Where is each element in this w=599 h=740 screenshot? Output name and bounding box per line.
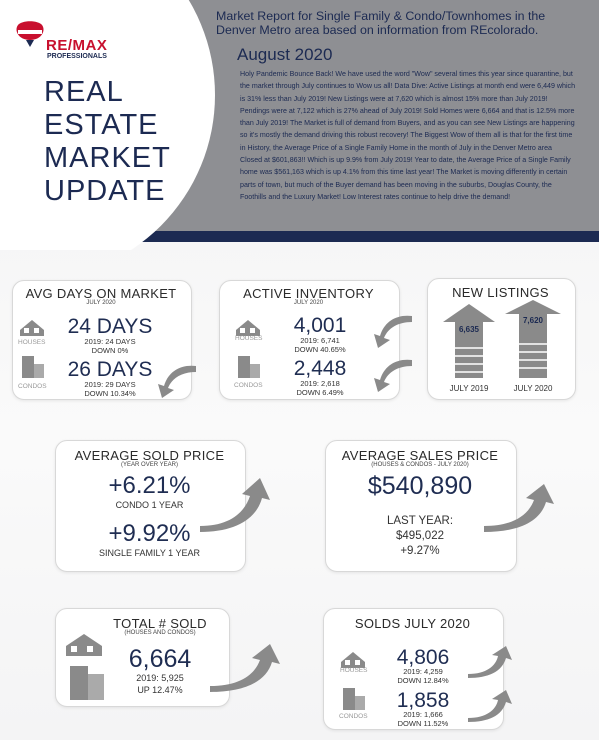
icon-label: HOUSES: [18, 339, 46, 346]
icon-label: CONDOS: [339, 713, 368, 720]
label: LAST YEAR:: [386, 515, 454, 527]
prior: 2019: 2,618: [300, 379, 340, 388]
header-background: [0, 0, 599, 250]
value: $540,890: [367, 472, 473, 500]
arrow: [468, 690, 512, 722]
prior: $495,022: [396, 530, 444, 542]
card-subtitle: JULY 2020: [86, 300, 116, 306]
arrow: [210, 644, 280, 692]
label: JULY 2020: [513, 384, 553, 393]
value: 6,664: [128, 645, 192, 673]
logo: RE/MAX: [46, 37, 108, 54]
title-line: UPDATE: [44, 175, 166, 207]
value: 4,806: [396, 646, 450, 669]
prior: 2019: 29 DAYS: [84, 380, 136, 389]
value: 24 DAYS: [67, 315, 153, 338]
card-subtitle: (HOUSES & CONDOS - JULY 2020): [371, 462, 469, 468]
card-subtitle: (HOUSES AND CONDOS): [124, 630, 196, 636]
change: UP 12.47%: [137, 685, 183, 695]
card-subtitle: JULY 2020: [293, 300, 324, 306]
arrow: [158, 365, 196, 398]
value: 26 DAYS: [67, 358, 153, 381]
value: +9.92%: [108, 520, 191, 547]
card-title: ACTIVE INVENTORY: [243, 286, 374, 301]
arrow: [484, 484, 554, 532]
card: [427, 278, 576, 400]
card: [325, 440, 517, 572]
card-title: AVERAGE SALES PRICE: [341, 448, 499, 463]
value: 1,858: [396, 689, 450, 712]
intro: Market Report for Single Family & Condo/…: [216, 9, 546, 37]
prior: 2019: 5,925: [136, 673, 184, 683]
card: [12, 280, 192, 400]
arrows: [443, 300, 561, 378]
card: [55, 440, 246, 572]
title-line: ESTATE: [44, 109, 159, 141]
prior: 2019: 6,741: [300, 336, 340, 345]
month: August 2020: [237, 45, 333, 64]
icons: [66, 634, 104, 700]
change: +9.27%: [400, 545, 440, 557]
value: +6.21%: [108, 472, 191, 499]
title-line: REAL: [44, 76, 124, 108]
card-title: TOTAL # SOLD: [113, 616, 207, 631]
value: 4,001: [293, 314, 347, 337]
card-subtitle: (YEAR OVER YEAR): [121, 462, 178, 468]
card-title: SOLDS JULY 2020: [354, 616, 471, 631]
icons: [236, 320, 260, 378]
icon-label: CONDOS: [18, 383, 47, 390]
arrow: [200, 478, 270, 532]
body-text: Holy Pandemic Bounce Back! We have used …: [240, 70, 576, 201]
change: DOWN 12.84%: [397, 676, 449, 685]
arrow: [468, 646, 512, 678]
prior: 2019: 4,259: [403, 667, 443, 676]
card: [219, 280, 400, 400]
change: DOWN 10.34%: [84, 389, 136, 398]
arrow: [374, 359, 412, 392]
label: SINGLE FAMILY 1 YEAR: [98, 548, 201, 558]
change: DOWN 6.49%: [296, 388, 344, 397]
card-title: AVG DAYS ON MARKET: [25, 286, 177, 301]
logo-subtitle: PROFESSIONALS: [47, 53, 107, 60]
icons: [341, 652, 365, 710]
prior: 2019: 1,666: [403, 710, 443, 719]
arrow: [374, 315, 412, 348]
label: JULY 2019: [449, 384, 489, 393]
icons: [20, 320, 44, 378]
change: DOWN 40.65%: [294, 345, 346, 354]
icon-label: HOUSES: [340, 667, 368, 674]
icon-label: HOUSES: [235, 335, 263, 342]
title-line: MARKET: [44, 142, 171, 174]
prior: 2019: 24 DAYS: [84, 337, 136, 346]
value: 2,448: [293, 357, 347, 380]
value: 6,635: [458, 325, 480, 334]
change: DOWN 11.52%: [397, 719, 449, 728]
value: 7,620: [522, 316, 544, 325]
change: DOWN 0%: [91, 346, 129, 355]
icon-label: CONDOS: [234, 382, 263, 389]
card-title: NEW LISTINGS: [452, 285, 549, 300]
label: CONDO 1 YEAR: [115, 500, 184, 510]
card-title: AVERAGE SOLD PRICE: [74, 448, 225, 463]
